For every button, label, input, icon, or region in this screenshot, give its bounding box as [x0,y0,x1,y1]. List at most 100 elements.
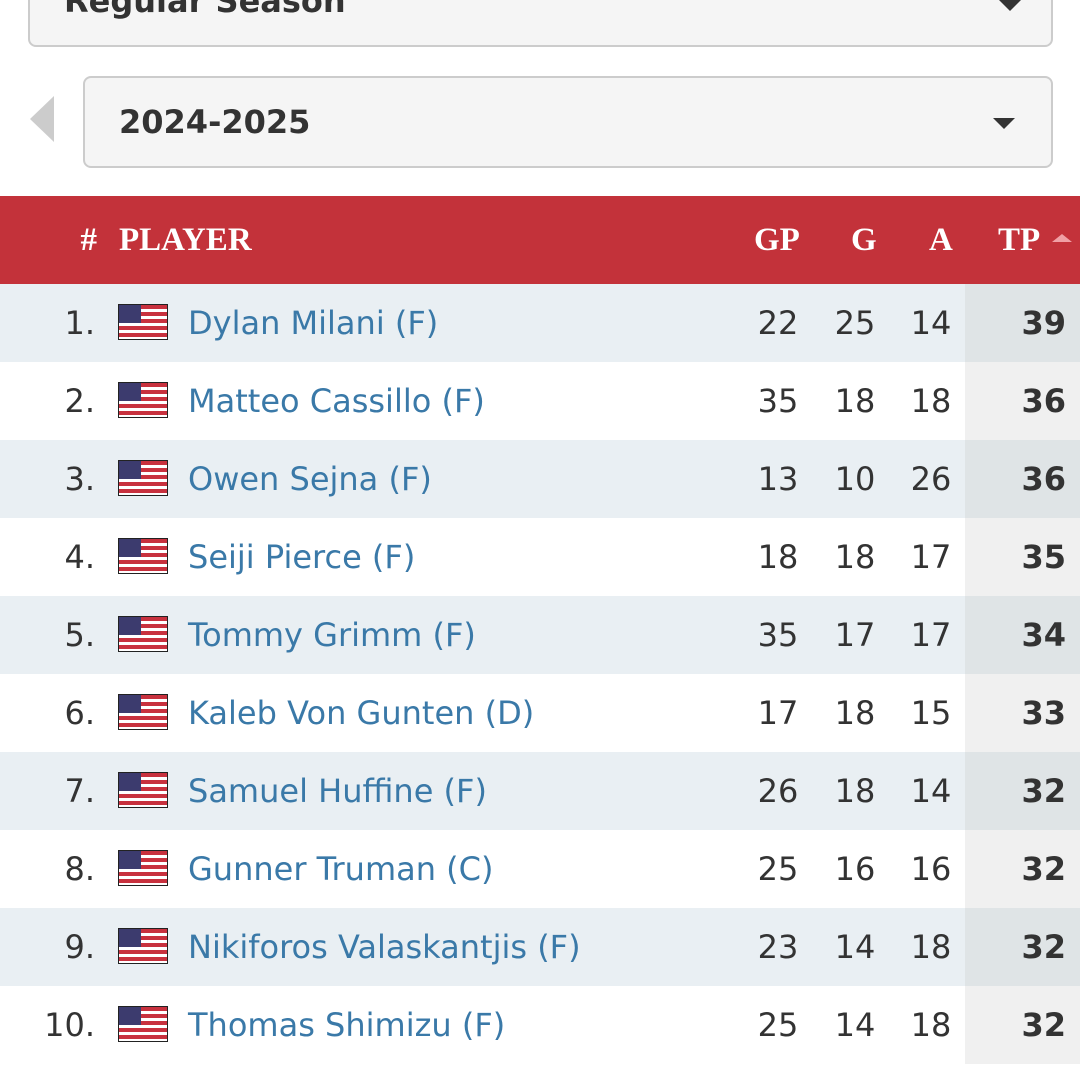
player-name[interactable]: Matteo Cassillo (F) [188,382,485,420]
tp-column-shade [965,986,1080,1064]
rank: 6. [64,694,95,732]
season-type-dropdown[interactable]: Regular Season [28,0,1053,47]
flag-icon [118,694,168,730]
rank: 10. [44,1006,95,1044]
games-played: 22 [757,304,799,342]
player-name[interactable]: Nikiforos Valaskantjis (F) [188,928,581,966]
player-name[interactable]: Gunner Truman (C) [188,850,494,888]
games-played: 25 [757,1006,799,1044]
assists: 15 [910,694,952,732]
flag-icon [118,850,168,886]
assists: 14 [910,772,952,810]
total-points: 36 [1021,382,1066,420]
rank: 5. [64,616,95,654]
flag-icon [118,928,168,964]
flag-icon [118,616,168,652]
total-points: 36 [1021,460,1066,498]
total-points: 32 [1021,928,1066,966]
flag-icon [118,1006,168,1042]
assists: 16 [910,850,952,888]
games-played: 17 [757,694,799,732]
games-played: 25 [757,850,799,888]
rank: 4. [64,538,95,576]
goals: 10 [834,460,876,498]
games-played: 18 [757,538,799,576]
table-row: 8. Gunner Truman (C) 25 16 16 32 [0,830,1080,908]
season-text: 2024-2025 [119,103,311,141]
assists: 18 [910,928,952,966]
player-name[interactable]: Owen Sejna (F) [188,460,432,498]
table-row: 4. Seiji Pierce (F) 18 18 17 35 [0,518,1080,596]
column-header[interactable]: GP [754,222,800,258]
assists: 18 [910,382,952,420]
goals: 18 [834,382,876,420]
player-name[interactable]: Samuel Huffine (F) [188,772,487,810]
assists: 26 [910,460,952,498]
table-row: 1. Dylan Milani (F) 22 25 14 39 [0,284,1080,362]
dropdown-caret [999,0,1021,11]
flag-icon [118,538,168,574]
total-points: 34 [1021,616,1066,654]
tp-column-shade [965,284,1080,362]
table-row: 3. Owen Sejna (F) 13 10 26 36 [0,440,1080,518]
table-row: 6. Kaleb Von Gunten (D) 17 18 15 33 [0,674,1080,752]
total-points: 35 [1021,538,1066,576]
rank: 8. [64,850,95,888]
flag-icon [118,460,168,496]
rank: 7. [64,772,95,810]
rank: 9. [64,928,95,966]
tp-column-shade [965,908,1080,986]
table-row: 9. Nikiforos Valaskantjis (F) 23 14 18 32 [0,908,1080,986]
column-header[interactable]: TP [998,222,1041,258]
games-played: 13 [757,460,799,498]
tp-column-shade [965,674,1080,752]
column-header: # [80,222,98,258]
column-header[interactable]: A [929,222,953,258]
games-played: 35 [757,616,799,654]
table-row: 10. Thomas Shimizu (F) 25 14 18 32 [0,986,1080,1064]
total-points: 32 [1021,850,1066,888]
player-name[interactable]: Seiji Pierce (F) [188,538,416,576]
goals: 16 [834,850,876,888]
player-name[interactable]: Tommy Grimm (F) [188,616,476,654]
table-row: 5. Tommy Grimm (F) 35 17 17 34 [0,596,1080,674]
assists: 18 [910,1006,952,1044]
prev-arrow[interactable] [28,96,56,142]
tp-column-shade [965,752,1080,830]
total-points: 33 [1021,694,1066,732]
player-name[interactable]: Kaleb Von Gunten (D) [188,694,535,732]
rank: 2. [64,382,95,420]
goals: 18 [834,772,876,810]
table-row: 2. Matteo Cassillo (F) 35 18 18 36 [0,362,1080,440]
games-played: 35 [757,382,799,420]
flag-icon [118,304,168,340]
flag-icon [118,382,168,418]
player-name[interactable]: Dylan Milani (F) [188,304,439,342]
goals: 14 [834,1006,876,1044]
tp-column-shade [965,518,1080,596]
assists: 14 [910,304,952,342]
games-played: 23 [757,928,799,966]
rank: 1. [64,304,95,342]
games-played: 26 [757,772,799,810]
assists: 17 [910,616,952,654]
assists: 17 [910,538,952,576]
sort-indicator [1052,234,1072,242]
total-points: 32 [1021,772,1066,810]
tp-column-shade [965,362,1080,440]
table-header: # PLAYER GP G A TP [0,196,1080,284]
goals: 14 [834,928,876,966]
goals: 18 [834,694,876,732]
goals: 17 [834,616,876,654]
rank: 3. [64,460,95,498]
tp-column-shade [965,440,1080,518]
player-name[interactable]: Thomas Shimizu (F) [188,1006,506,1044]
column-header[interactable]: PLAYER [119,222,252,258]
season-type-text: Regular Season [64,0,346,20]
tp-column-shade [965,596,1080,674]
season-dropdown[interactable]: 2024-2025 [83,76,1053,168]
total-points: 32 [1021,1006,1066,1044]
column-header[interactable]: G [851,222,877,258]
flag-icon [118,772,168,808]
